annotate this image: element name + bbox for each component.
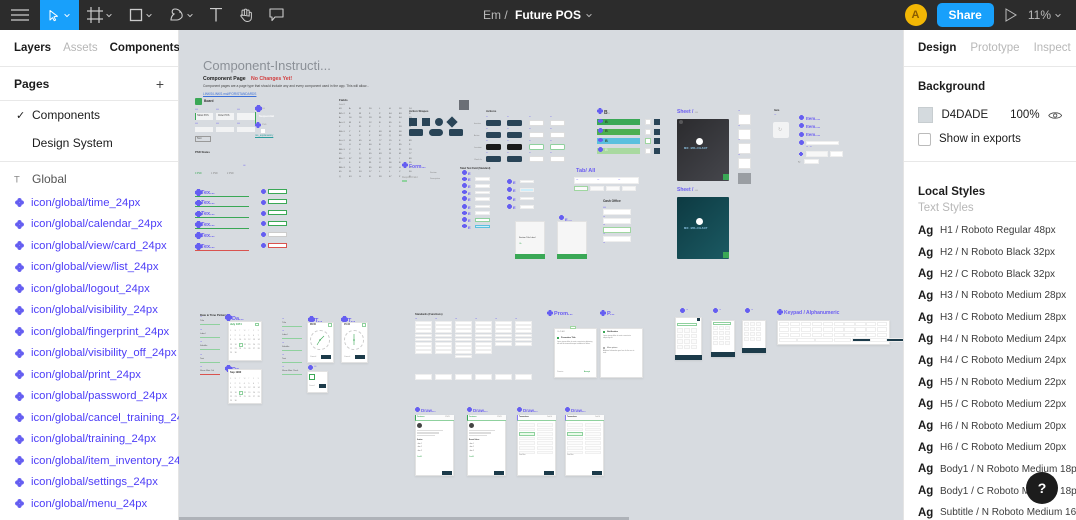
svg-text:T: T: [14, 174, 20, 185]
